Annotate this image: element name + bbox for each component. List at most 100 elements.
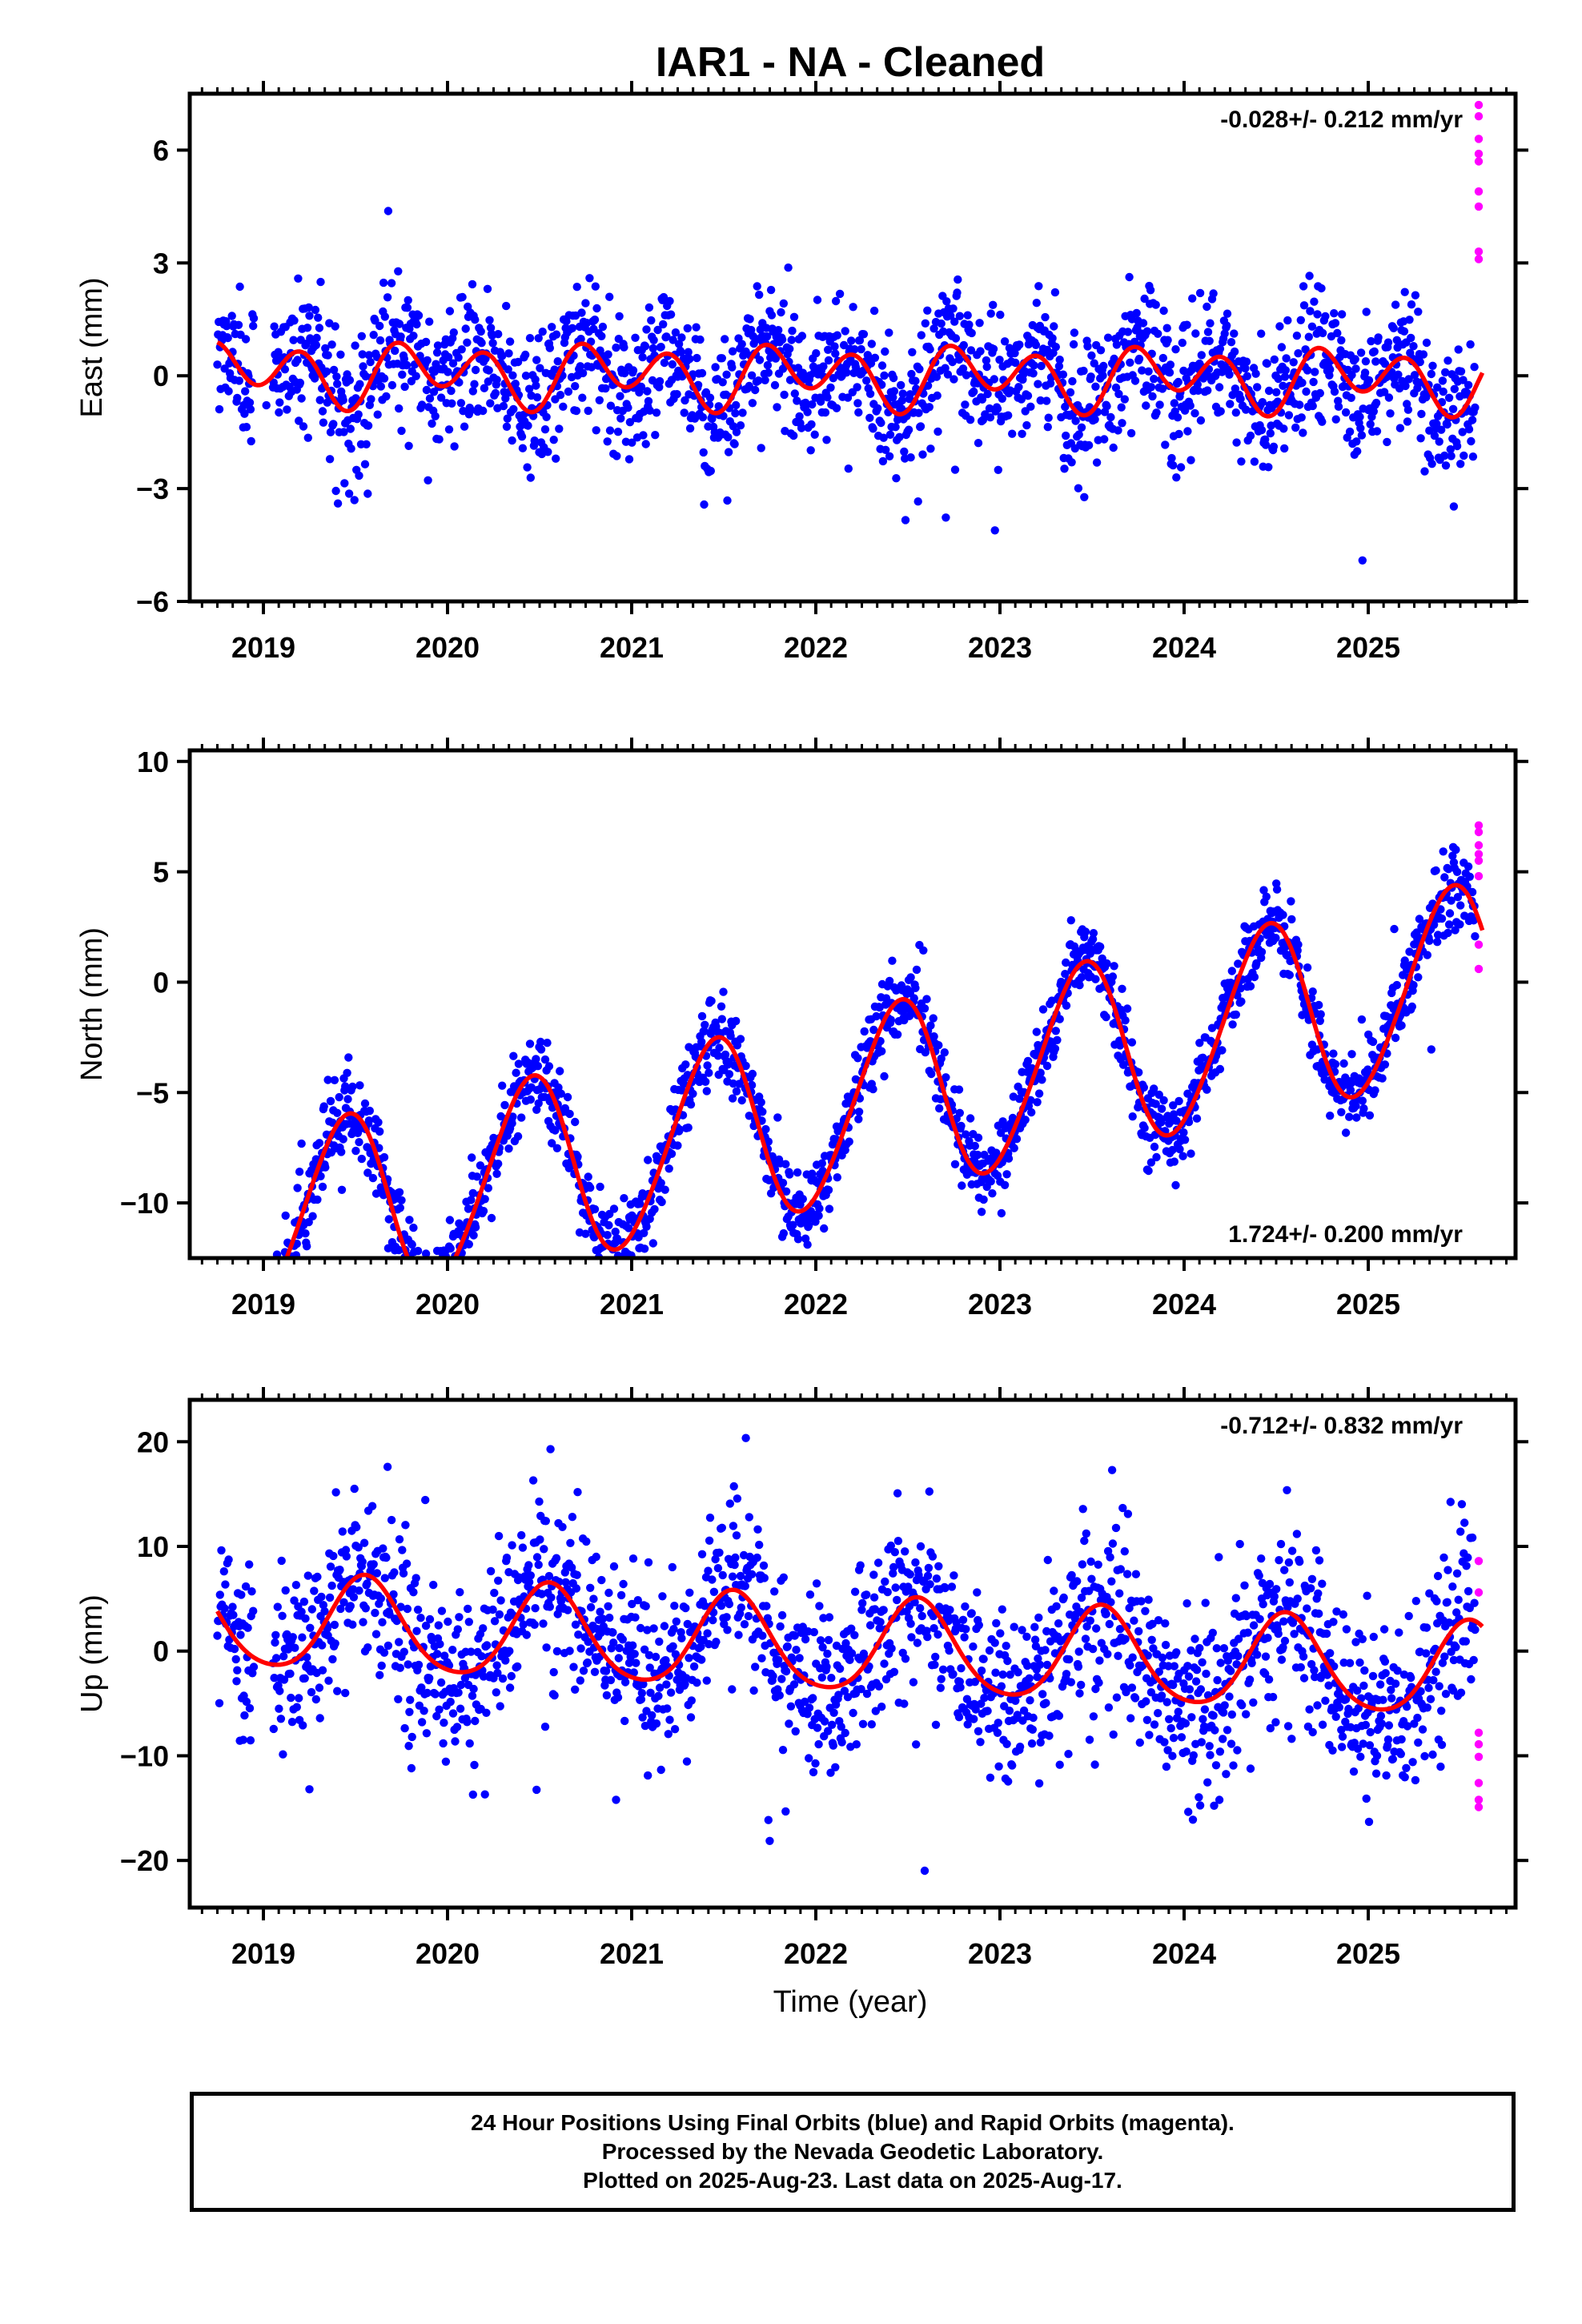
final-orbit-point [549,1667,558,1677]
final-orbit-point [1351,1101,1360,1111]
final-orbit-point [1236,984,1245,993]
final-orbit-point [271,1630,280,1640]
final-orbit-point [773,403,781,412]
final-orbit-point [755,356,765,364]
final-orbit-point [573,1152,582,1161]
final-orbit-point [1468,416,1477,424]
final-orbit-point [879,1606,888,1614]
final-orbit-point [1062,431,1070,440]
final-orbit-point [636,1623,645,1633]
final-orbit-point [949,304,958,313]
final-orbit-point [809,1694,817,1703]
final-orbit-point [1073,1577,1082,1586]
final-orbit-point [693,1679,701,1687]
final-orbit-point [1000,1180,1010,1190]
final-orbit-point [323,351,332,360]
final-orbit-point [1060,464,1069,473]
final-orbit-point [931,1720,941,1729]
final-orbit-point [1148,392,1157,401]
final-orbit-point [326,428,335,436]
final-orbit-point [1087,1574,1096,1583]
final-orbit-point [963,311,972,320]
final-orbit-point [854,1115,863,1124]
final-orbit-point [452,1723,462,1731]
final-orbit-point [440,1719,448,1727]
north-ylabel: North (mm) [75,927,109,1081]
final-orbit-point [1051,1027,1061,1035]
final-orbit-point [1068,376,1077,386]
final-orbit-point [1466,340,1475,349]
final-orbit-point [463,1718,472,1727]
final-orbit-point [382,392,391,401]
final-orbit-point [364,351,374,360]
final-orbit-point [677,333,686,342]
final-orbit-point [855,336,865,345]
final-orbit-point [532,1553,542,1562]
final-orbit-point [701,1602,709,1610]
final-orbit-point [819,1224,829,1233]
final-orbit-point [1215,1064,1225,1074]
final-orbit-point [1107,1466,1117,1474]
final-orbit-point [492,1661,501,1670]
final-orbit-point [612,1234,622,1243]
final-orbit-point [333,1108,342,1118]
final-orbit-point [860,1027,869,1036]
final-orbit-point [1102,402,1111,411]
final-orbit-point [906,453,915,462]
final-orbit-point [305,312,314,320]
rapid-orbit-point [1474,157,1484,166]
final-orbit-point [273,1602,282,1611]
final-orbit-point [705,1514,715,1522]
final-orbit-point [337,1148,346,1156]
final-orbit-point [1195,1039,1204,1047]
final-orbit-point [1246,431,1255,440]
final-orbit-point [1138,319,1148,328]
final-orbit-point [363,1168,372,1177]
final-orbit-point [609,1204,619,1213]
final-orbit-point [666,310,676,319]
final-orbit-point [1064,1750,1073,1759]
final-orbit-point [355,471,363,480]
rapid-orbit-point [1474,841,1484,850]
final-orbit-point [1140,1124,1149,1132]
final-orbit-point [1205,336,1214,345]
final-orbit-point [998,1605,1007,1614]
final-orbit-point [885,328,893,337]
final-orbit-point [959,340,969,350]
final-orbit-point [885,430,895,439]
final-orbit-point [628,366,638,375]
final-orbit-point [789,312,799,321]
final-orbit-point [1318,328,1327,338]
final-orbit-point [1353,447,1362,456]
final-orbit-point [1425,426,1434,435]
final-orbit-point [692,323,701,332]
final-orbit-point [545,1602,554,1611]
final-orbit-point [760,1574,769,1582]
final-orbit-point [640,1228,648,1238]
final-orbit-point [777,335,787,344]
final-orbit-point [865,413,874,422]
final-orbit-point [990,526,999,535]
final-orbit-point [713,1051,723,1060]
final-orbit-point [404,296,412,305]
final-orbit-point [998,1670,1007,1679]
final-orbit-point [911,983,920,993]
final-orbit-point [330,1620,339,1630]
final-orbit-point [1440,451,1449,460]
final-orbit-point [343,1095,352,1104]
east-xtick-label: 2021 [600,631,664,664]
east-xtick-label: 2025 [1336,631,1400,664]
final-orbit-point [546,1445,555,1454]
final-orbit-point [612,1795,620,1804]
final-orbit-point [315,1714,324,1723]
final-orbit-point [270,322,279,331]
final-orbit-point [757,444,765,452]
final-orbit-point [788,326,797,336]
final-orbit-point [495,1610,504,1619]
final-orbit-point [603,437,612,446]
final-orbit-point [335,1566,344,1574]
final-orbit-point [329,1551,338,1561]
final-orbit-point [479,1624,488,1633]
final-orbit-point [1203,302,1211,312]
final-orbit-point [1191,408,1199,418]
